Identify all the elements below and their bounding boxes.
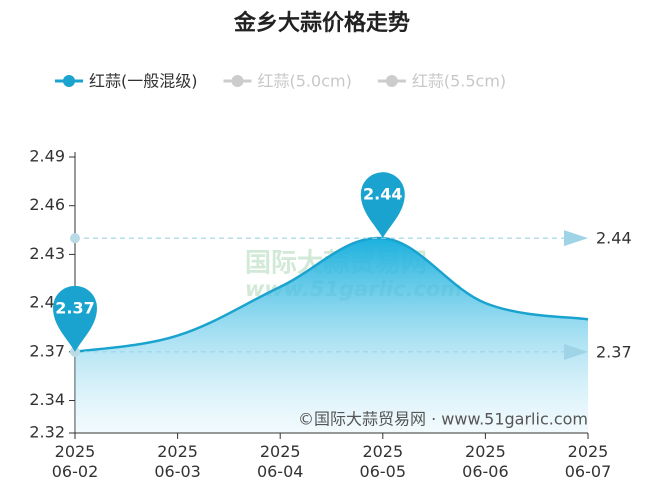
chart-title: 金乡大蒜价格走势 xyxy=(233,10,410,36)
y-tick-label: 2.46 xyxy=(29,195,65,214)
mark-line-arrow xyxy=(564,230,588,247)
y-tick-label: 2.34 xyxy=(29,390,65,409)
y-tick-label: 2.32 xyxy=(29,423,65,442)
legend-label: 红蒜(5.5cm) xyxy=(412,72,506,91)
legend-item[interactable]: 红蒜(5.5cm) xyxy=(377,72,506,91)
legend-dot xyxy=(63,75,75,87)
legend-dot xyxy=(385,75,398,87)
x-tick-label: 2025 06-05 xyxy=(360,442,407,481)
x-tick-label: 2025 06-07 xyxy=(565,442,612,481)
x-tick-label: 2025 06-02 xyxy=(52,442,99,481)
source: ©国际大蒜贸易网 · www.51garlic.com xyxy=(298,410,588,429)
mark-pin-label: 2.37 xyxy=(55,298,94,317)
x-tick-label: 2025 06-03 xyxy=(154,442,201,481)
line xyxy=(74,236,589,354)
y-tick-label: 2.37 xyxy=(29,341,65,360)
legend-item[interactable]: 红蒜(一般混级) xyxy=(55,72,198,91)
mark-line-arrow xyxy=(564,343,588,360)
y-tick-label: 2.43 xyxy=(29,244,65,263)
mark-line-label: 2.44 xyxy=(596,229,632,248)
x-tick-label: 2025 06-04 xyxy=(257,442,304,481)
mark-pin xyxy=(53,285,97,352)
legend-label: 红蒜(一般混级) xyxy=(89,72,198,91)
mark-line-label: 2.37 xyxy=(596,342,632,361)
mark-pin xyxy=(360,172,405,239)
legend-item[interactable]: 红蒜(5.0cm) xyxy=(223,72,352,91)
area xyxy=(75,237,588,433)
mark-pin-label: 2.44 xyxy=(363,185,402,204)
mark-line-start xyxy=(70,233,80,244)
legend-dot xyxy=(231,75,244,87)
legend-label: 红蒜(5.0cm) xyxy=(258,72,352,91)
y-tick-label: 2.49 xyxy=(29,147,65,166)
x-tick-label: 2025 06-06 xyxy=(462,442,509,481)
